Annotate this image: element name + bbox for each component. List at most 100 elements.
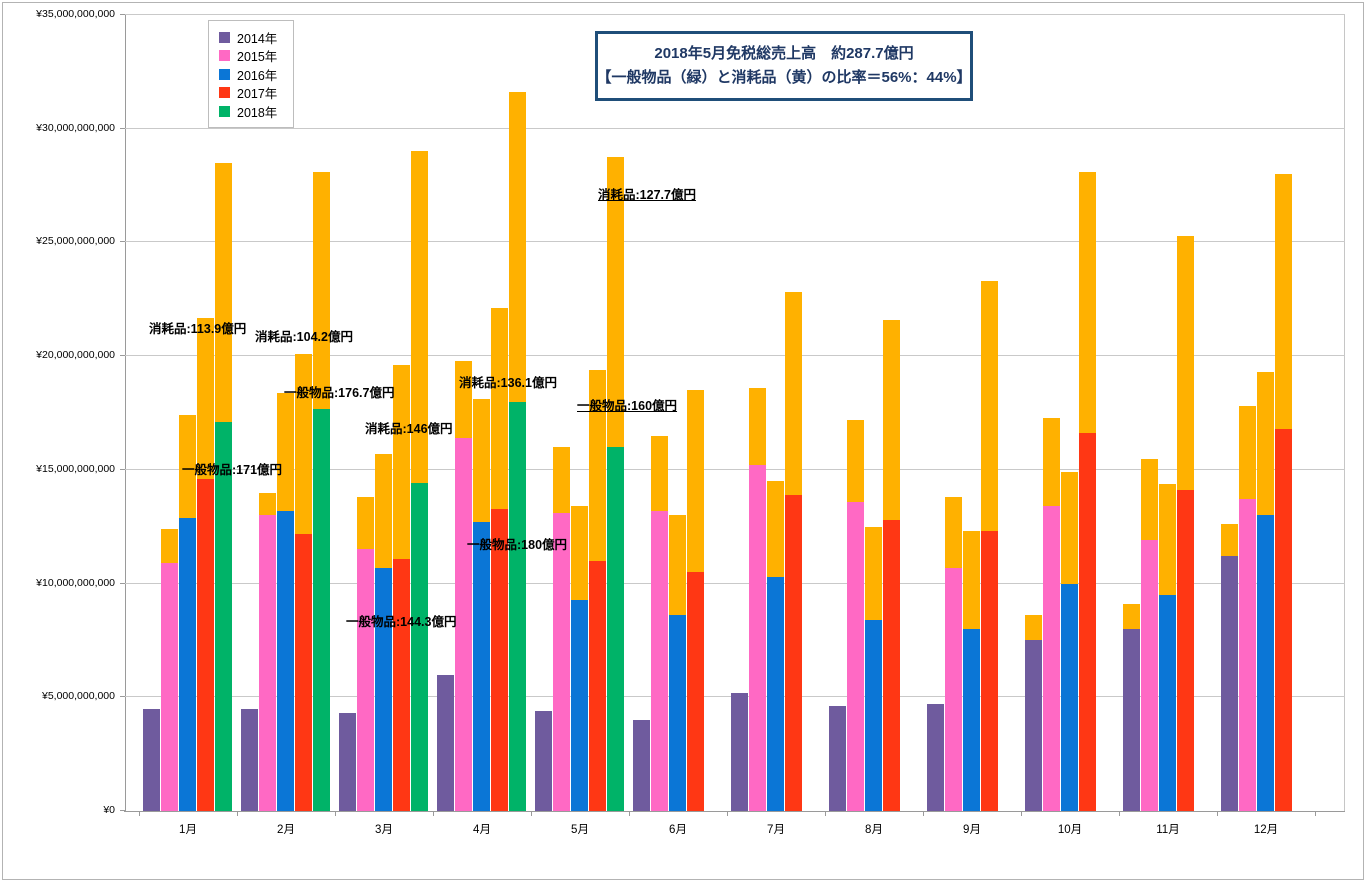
bar-2016年-9月-consumable: [962, 531, 980, 630]
plot-right-border: [1344, 15, 1345, 811]
title-line-1: 2018年5月免税総売上高 約287.7億円: [654, 45, 914, 62]
gridline-¥25,000,000,000: [125, 241, 1345, 243]
title-line-2: 【一般物品（緑）と消耗品（黄）の比率＝56%：44%】: [596, 69, 972, 86]
bar-2015年-10月-consumable: [1042, 417, 1060, 507]
y-axis-label: ¥0: [103, 804, 115, 816]
bar-2016年-11月-general: [1158, 594, 1176, 811]
legend-label: 2014年: [237, 31, 278, 46]
bar-2017年-7月-general: [785, 494, 803, 811]
bar-2018年-1月-consumable: [215, 163, 233, 423]
bar-2015年-11月-consumable: [1140, 458, 1158, 541]
bar-2015年-11月-general: [1140, 540, 1158, 811]
annotation-消耗品:146億円: 消耗品:146億円: [365, 422, 453, 436]
x-tick: [1315, 812, 1316, 816]
legend-item-2015年: 2015年: [219, 47, 293, 66]
legend-item-2014年: 2014年: [219, 28, 293, 47]
x-axis-label-6月: 6月: [669, 824, 687, 836]
bar-2016年-10月-consumable: [1060, 472, 1078, 584]
bar-2017年-6月-consumable: [687, 390, 705, 573]
legend-swatch-2018年: [219, 105, 230, 117]
y-axis-label: ¥20,000,000,000: [36, 349, 115, 362]
y-tick: [120, 127, 125, 129]
y-tick: [120, 810, 125, 811]
bar-2015年-8月-general: [846, 501, 864, 811]
annotation-消耗品:104.2億円: 消耗品:104.2億円: [255, 330, 353, 344]
bar-2015年-9月-general: [944, 567, 962, 811]
bar-2014年-11月-consumable: [1122, 604, 1140, 630]
bar-2015年-8月-consumable: [846, 419, 864, 502]
bar-2016年-6月-general: [668, 615, 686, 811]
gridline-¥30,000,000,000: [125, 127, 1345, 129]
bar-2014年-10月-consumable: [1024, 615, 1042, 641]
legend-label: 2015年: [237, 50, 278, 65]
y-axis-label: ¥35,000,000,000: [36, 8, 115, 20]
bar-2016年-9月-general: [962, 629, 980, 811]
bar-2016年-6月-consumable: [668, 515, 686, 616]
bar-2016年-3月-consumable: [374, 453, 392, 568]
y-tick: [120, 582, 125, 584]
bar-2016年-2月-general: [276, 510, 294, 811]
bar-2016年-12月-consumable: [1256, 372, 1274, 516]
legend-item-2016年: 2016年: [219, 65, 293, 84]
annotation-消耗品:113.9億円: 消耗品:113.9億円: [149, 322, 247, 336]
plot-area: [120, 14, 1345, 816]
bar-2018年-2月-general: [313, 409, 331, 811]
legend-swatch-2015年: [219, 50, 230, 62]
gridline-¥10,000,000,000: [125, 582, 1345, 584]
x-tick: [825, 812, 826, 816]
y-axis-line: [125, 15, 126, 811]
legend-swatch-2017年: [219, 87, 230, 99]
y-tick: [120, 14, 125, 15]
bar-2017年-10月-general: [1079, 433, 1097, 811]
bar-2015年-5月-general: [552, 513, 570, 811]
bar-2015年-9月-consumable: [944, 497, 962, 568]
x-axis-label-1月: 1月: [179, 824, 197, 836]
bar-2018年-3月-consumable: [411, 150, 429, 483]
title-box: 2018年5月免税総売上高 約287.7億円 【一般物品（緑）と消耗品（黄）の比…: [595, 31, 973, 101]
x-axis-label-3月: 3月: [375, 824, 393, 836]
bar-2015年-7月-general: [748, 465, 766, 811]
bar-2017年-3月-general: [393, 558, 411, 811]
bar-2014年-9月-general: [926, 704, 944, 811]
bar-2015年-4月-general: [454, 438, 472, 811]
bar-2016年-1月-consumable: [178, 415, 196, 518]
y-tick: [120, 241, 125, 243]
x-axis-label-2月: 2月: [277, 824, 295, 836]
bar-2014年-1月-general: [142, 708, 160, 811]
bar-2014年-11月-general: [1122, 629, 1140, 811]
bar-2015年-1月-consumable: [160, 529, 178, 564]
bar-2017年-6月-general: [687, 572, 705, 811]
bar-2018年-5月-general: [607, 447, 625, 811]
bar-2014年-3月-general: [338, 713, 356, 811]
bar-2014年-10月-general: [1024, 640, 1042, 811]
y-tick: [120, 355, 125, 357]
x-tick: [1119, 812, 1120, 816]
legend-item-2018年: 2018年: [219, 102, 293, 121]
bar-2015年-6月-consumable: [650, 435, 668, 511]
x-tick: [1217, 812, 1218, 816]
bar-2017年-11月-consumable: [1177, 235, 1195, 491]
x-tick: [531, 812, 532, 816]
bar-2015年-7月-consumable: [748, 388, 766, 466]
legend-label: 2018年: [237, 105, 278, 120]
bar-2016年-8月-consumable: [864, 526, 882, 620]
bar-2017年-9月-consumable: [981, 281, 999, 532]
legend: 2014年 2015年 2016年 2017年 2018年: [208, 20, 294, 128]
bar-2018年-1月-general: [215, 422, 233, 811]
bar-2014年-2月-general: [240, 708, 258, 811]
bar-2016年-4月-general: [472, 522, 490, 811]
x-axis-label-8月: 8月: [865, 824, 883, 836]
bar-2017年-3月-consumable: [393, 365, 411, 559]
bar-2017年-2月-general: [295, 533, 313, 811]
annotation-消耗品:136.1億円: 消耗品:136.1億円: [459, 376, 557, 390]
bar-2017年-7月-consumable: [785, 292, 803, 495]
bar-2017年-11月-general: [1177, 490, 1195, 811]
bar-2017年-2月-consumable: [295, 353, 313, 534]
x-axis-label-7月: 7月: [767, 824, 785, 836]
x-tick: [335, 812, 336, 816]
bar-2017年-8月-general: [883, 519, 901, 811]
y-axis-label: ¥25,000,000,000: [36, 235, 115, 248]
bar-2017年-9月-general: [981, 531, 999, 811]
bar-2014年-7月-general: [730, 692, 748, 811]
